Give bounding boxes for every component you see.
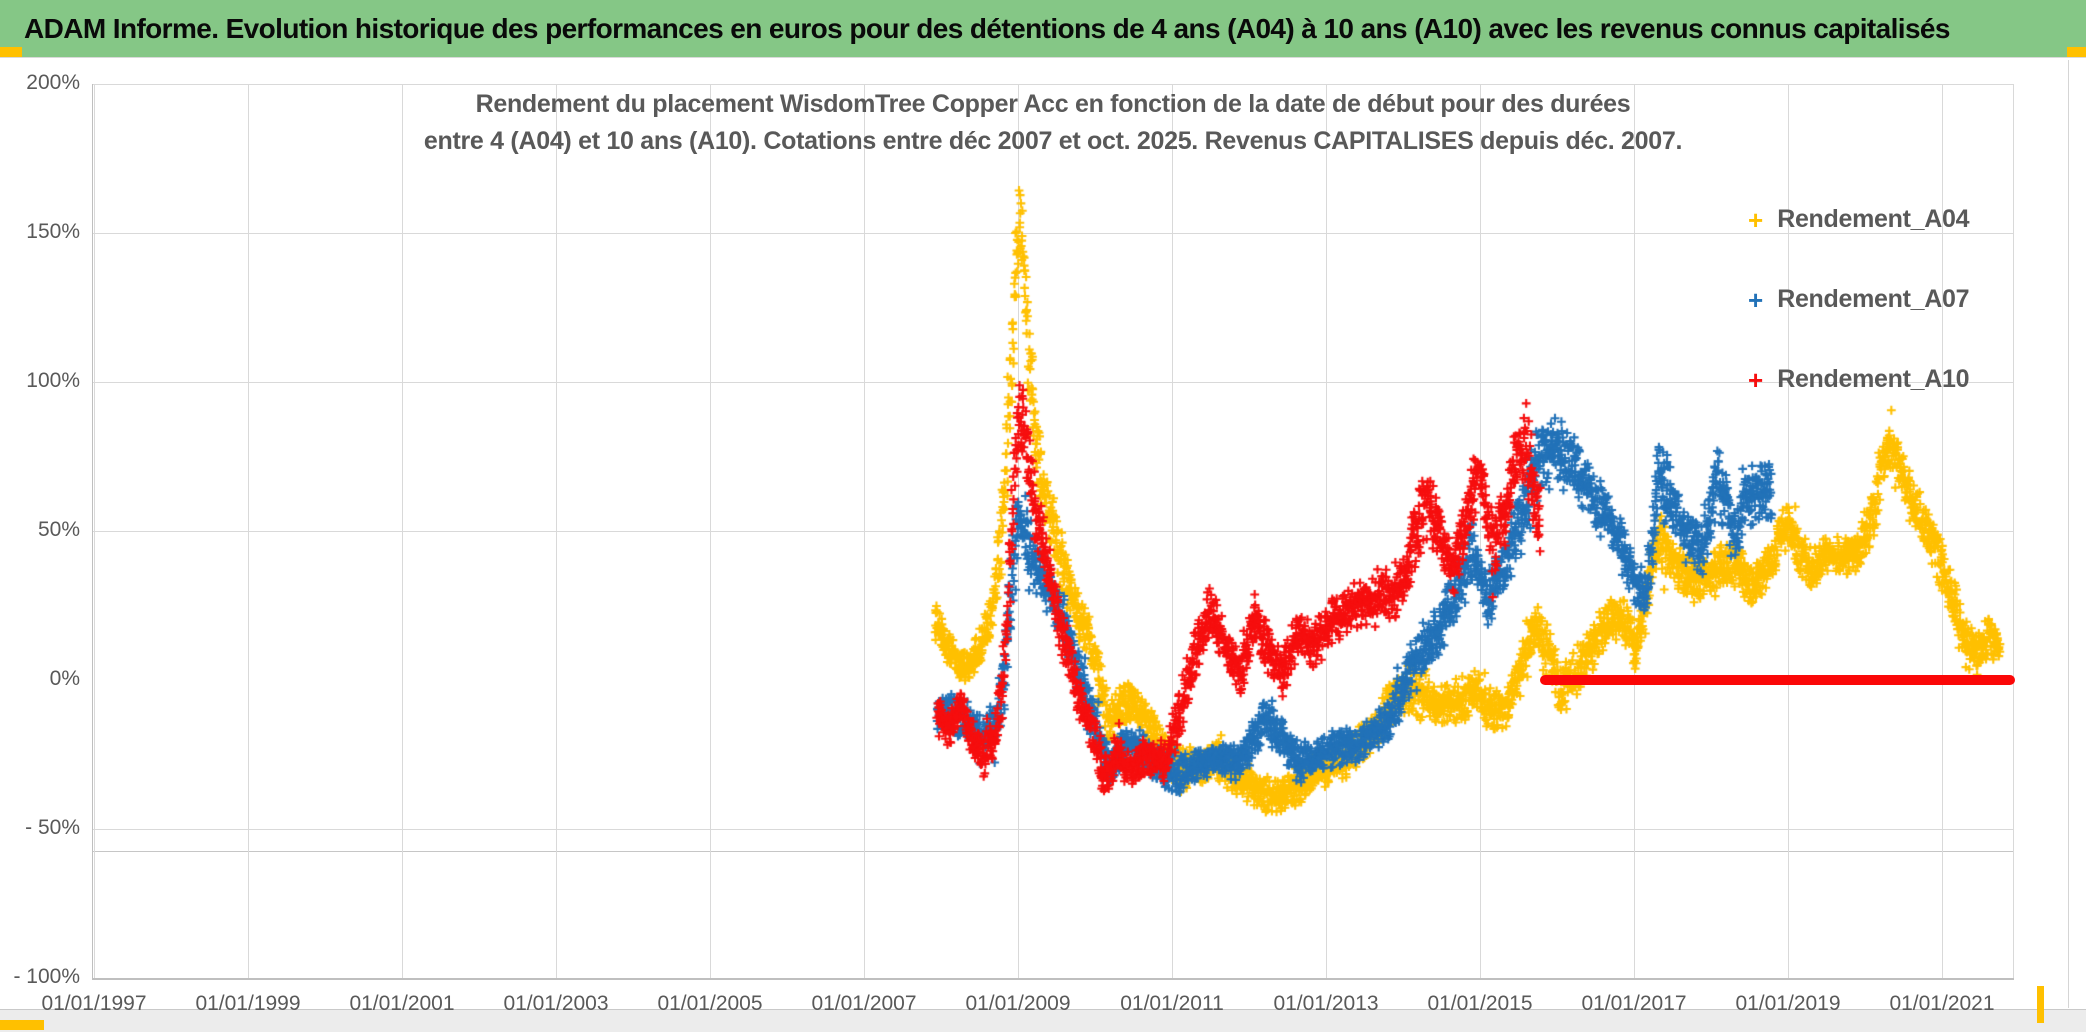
h-gridline-50 [92,531,2014,532]
v-gridline-2009 [1018,84,1019,978]
x-tick-label: 01/01/2001 [349,992,455,1015]
gold-corner-bottom-right [2037,986,2044,1023]
y-tick-label: 150% [26,220,80,243]
legend-label: Rendement_A04 [1777,205,1970,233]
v-gridline-2011 [1172,84,1173,978]
h-gridline-100 [92,382,2014,383]
v-gridline-2013 [1326,84,1327,978]
v-gridline-2015 [1480,84,1481,978]
zero-return-line[interactable] [1540,675,2016,685]
v-gridline-2007 [864,84,865,978]
legend-label: Rendement_A07 [1777,285,1970,313]
v-gridline-2005 [710,84,711,978]
h-gridline--50 [92,829,2014,830]
v-gridline-1997 [94,84,95,978]
x-tick-label: 01/01/2005 [657,992,763,1015]
y-tick-label: - 100% [13,965,80,988]
h-gridline-200 [92,84,2014,85]
y-tick-label: - 50% [25,816,80,839]
legend-marker-icon: + [1748,364,1764,395]
window-title-bar: ADAM Informe. Evolution historique des p… [0,0,2086,58]
x-tick-label: 01/01/1997 [41,992,147,1015]
v-gridline-2001 [402,84,403,978]
gold-corner-top-left [0,47,22,57]
x-tick-label: 01/01/2003 [503,992,609,1015]
x-tick-label: 01/01/2019 [1735,992,1841,1015]
legend-item-Rendement_A10[interactable]: + Rendement_A10 [1748,365,1969,394]
x-tick-label: 01/01/1999 [195,992,301,1015]
h-gridline-150 [92,233,2014,234]
y-tick-label: 0% [49,667,80,690]
v-gridline-2003 [556,84,557,978]
x-axis-line [92,978,2014,980]
plot-right-border [2013,84,2014,978]
window-right-border [2068,60,2069,1008]
x-tick-label: 01/01/2009 [965,992,1071,1015]
x-tick-label: 01/01/2011 [1120,992,1224,1015]
chart-title-line2: entre 4 (A04) et 10 ans (A10). Cotations… [423,127,1683,155]
legend-marker-icon: + [1748,284,1764,315]
chart-title-line1: Rendement du placement WisdomTree Copper… [475,90,1631,118]
legend-marker-icon: + [1748,204,1764,235]
y-tick-label: 100% [26,369,80,392]
x-tick-label: 01/01/2013 [1273,992,1379,1015]
x-tick-label: 01/01/2015 [1427,992,1533,1015]
legend-item-Rendement_A07[interactable]: + Rendement_A07 [1748,285,1969,314]
x-tick-label: 01/01/2021 [1889,992,1995,1015]
y-axis-line [92,84,93,978]
chart-title: Rendement du placement WisdomTree Copper… [92,86,2014,160]
gold-corner-top-right [2067,47,2086,57]
y-tick-label: 200% [26,71,80,94]
h-extra-line [92,851,2014,853]
v-gridline-2017 [1634,84,1635,978]
window-title: ADAM Informe. Evolution historique des p… [24,12,1950,44]
v-gridline-1999 [248,84,249,978]
x-tick-label: 01/01/2007 [811,992,917,1015]
gold-corner-bottom-left [0,1020,44,1030]
plot-area[interactable] [92,84,2014,979]
y-tick-label: 50% [37,518,80,541]
legend-item-Rendement_A04[interactable]: + Rendement_A04 [1748,205,1969,234]
x-tick-label: 01/01/2017 [1581,992,1687,1015]
legend-label: Rendement_A10 [1777,365,1970,393]
